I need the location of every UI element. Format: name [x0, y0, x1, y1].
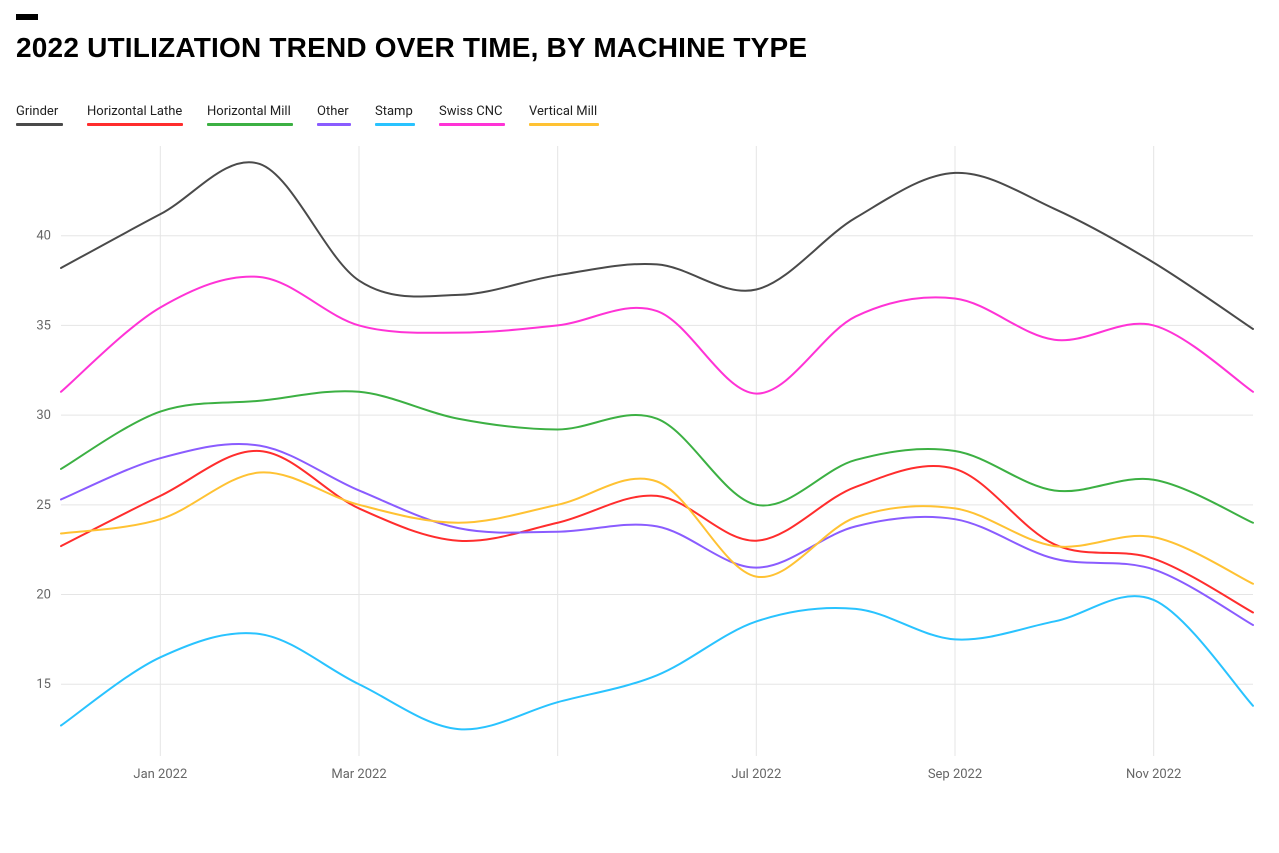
- y-tick-label: 20: [36, 587, 51, 602]
- legend-item-swiss-cnc[interactable]: Swiss CNC: [439, 104, 505, 126]
- series-swiss-cnc[interactable]: [61, 276, 1253, 393]
- legend-item-stamp[interactable]: Stamp: [375, 104, 415, 126]
- legend-label: Other: [317, 104, 349, 119]
- x-tick-label: Jul 2022: [731, 767, 781, 782]
- series-stamp[interactable]: [61, 596, 1253, 729]
- legend-label: Horizontal Mill: [207, 104, 291, 119]
- x-tick-label: Mar 2022: [331, 767, 386, 782]
- legend-label: Grinder: [16, 104, 58, 119]
- accent-bar: [16, 14, 38, 20]
- chart-title: 2022 UTILIZATION TREND OVER TIME, BY MAC…: [16, 32, 1263, 64]
- x-tick-label: Jan 2022: [133, 767, 187, 782]
- legend-swatch: [207, 123, 293, 126]
- y-tick-label: 30: [36, 408, 51, 423]
- legend-label: Vertical Mill: [529, 104, 597, 119]
- line-chart: 15 20 25 30 35 40 Jan 2022 Mar 2022 Jul 2022 Sep …: [16, 136, 1263, 796]
- y-tick-label: 35: [36, 318, 51, 333]
- x-tick-label: Sep 2022: [928, 767, 982, 782]
- x-tick-label: Nov 2022: [1126, 767, 1181, 782]
- legend-item-other[interactable]: Other: [317, 104, 351, 126]
- legend-item-horizontal-lathe[interactable]: Horizontal Lathe: [87, 104, 183, 126]
- legend-item-grinder[interactable]: Grinder: [16, 104, 63, 126]
- legend-label: Stamp: [375, 104, 413, 119]
- y-tick-label: 15: [36, 677, 51, 692]
- legend-swatch: [529, 123, 599, 126]
- y-tick-label: 25: [36, 497, 51, 512]
- series-vertical-mill[interactable]: [61, 472, 1253, 583]
- legend-swatch: [375, 123, 415, 126]
- series-other[interactable]: [61, 443, 1253, 624]
- series-horizontal-lathe[interactable]: [61, 450, 1253, 612]
- legend-swatch: [317, 123, 351, 126]
- legend-label: Horizontal Lathe: [87, 104, 182, 119]
- series-grinder[interactable]: [61, 162, 1253, 329]
- legend-label: Swiss CNC: [439, 104, 503, 119]
- y-tick-label: 40: [36, 228, 51, 243]
- legend-swatch: [16, 123, 63, 126]
- legend-item-vertical-mill[interactable]: Vertical Mill: [529, 104, 599, 126]
- chart-container: 15 20 25 30 35 40 Jan 2022 Mar 2022 Jul 2022 Sep …: [16, 136, 1263, 800]
- chart-page: 2022 UTILIZATION TREND OVER TIME, BY MAC…: [0, 0, 1279, 853]
- series-horizontal-mill[interactable]: [61, 391, 1253, 523]
- legend-swatch: [87, 123, 183, 126]
- legend-swatch: [439, 123, 505, 126]
- legend: Grinder Horizontal Lathe Horizontal Mill Ot…: [16, 104, 1263, 126]
- legend-item-horizontal-mill[interactable]: Horizontal Mill: [207, 104, 293, 126]
